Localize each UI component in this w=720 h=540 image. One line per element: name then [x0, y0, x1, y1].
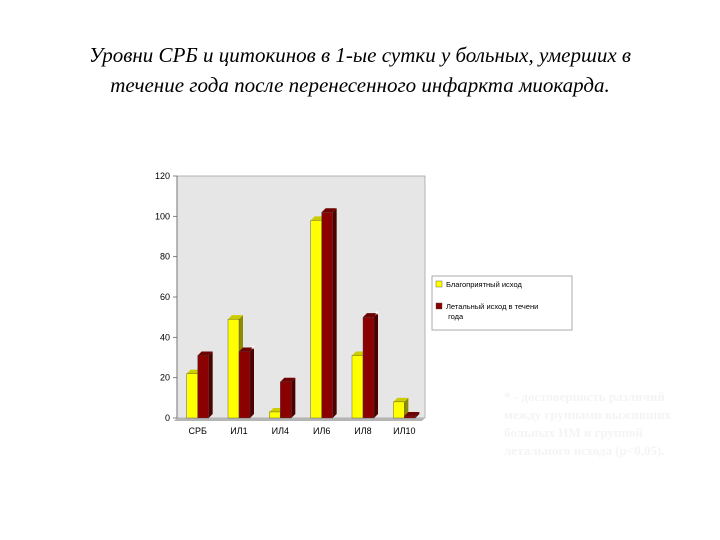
bar-top	[280, 377, 296, 382]
bar-top	[363, 313, 378, 318]
legend-label: Летальный исход в течени года	[446, 302, 538, 321]
significance-asterisk: *	[251, 342, 256, 356]
x-tick-label: ИЛ1	[230, 426, 247, 436]
y-tick-label: 100	[155, 211, 170, 221]
legend-swatch	[435, 280, 443, 288]
y-tick-label: 80	[160, 252, 170, 262]
title-line-2: течение года после перенесенного инфаркт…	[110, 73, 610, 97]
y-tick-label: 60	[160, 292, 170, 302]
significance-footnote: * - достоверность различий между группам…	[504, 389, 671, 458]
bar	[404, 415, 416, 419]
bar-side	[374, 313, 378, 418]
bar	[280, 381, 292, 419]
bar	[227, 318, 240, 419]
x-tick-label: ИЛ4	[272, 426, 289, 436]
bar	[393, 401, 405, 419]
plot-area	[176, 175, 426, 419]
significance-asterisk: *	[375, 308, 380, 322]
bar-top	[228, 315, 243, 320]
slide-title: Уровни СРБ и цитокинов в 1-ые сутки у бо…	[20, 40, 700, 100]
legend-swatch	[435, 302, 443, 310]
x-tick-label: ИЛ6	[313, 426, 330, 436]
bar-top	[197, 351, 213, 356]
title-line-1: Уровни СРБ и цитокинов в 1-ые сутки у бо…	[88, 43, 632, 67]
x-tick-label: ИЛ8	[354, 426, 371, 436]
bar-side	[404, 397, 409, 418]
bar	[362, 316, 375, 419]
bar-top	[321, 208, 337, 213]
bar	[269, 411, 281, 419]
bar-side	[291, 377, 296, 418]
y-tick-label: 20	[160, 373, 170, 383]
y-tick-label: 40	[160, 332, 170, 342]
x-tick-label: ИЛ10	[393, 426, 415, 436]
bar-side	[415, 411, 420, 418]
plot-floor	[174, 418, 425, 421]
x-tick-label: СРБ	[188, 426, 207, 436]
bar	[351, 355, 364, 419]
bar-side	[208, 351, 213, 418]
bar	[321, 212, 333, 419]
bar-side	[250, 347, 254, 418]
bar	[197, 355, 209, 419]
bar-top	[393, 397, 409, 402]
bar-top	[404, 411, 420, 416]
legend	[431, 275, 573, 331]
bar-side	[332, 208, 337, 418]
legend-label: Благоприятный исход	[446, 280, 522, 289]
bar	[238, 351, 251, 419]
bar	[186, 373, 198, 419]
bar-top	[239, 347, 254, 352]
y-tick-label: 0	[165, 413, 170, 423]
y-tick-label: 120	[155, 171, 170, 181]
bar	[310, 220, 322, 419]
